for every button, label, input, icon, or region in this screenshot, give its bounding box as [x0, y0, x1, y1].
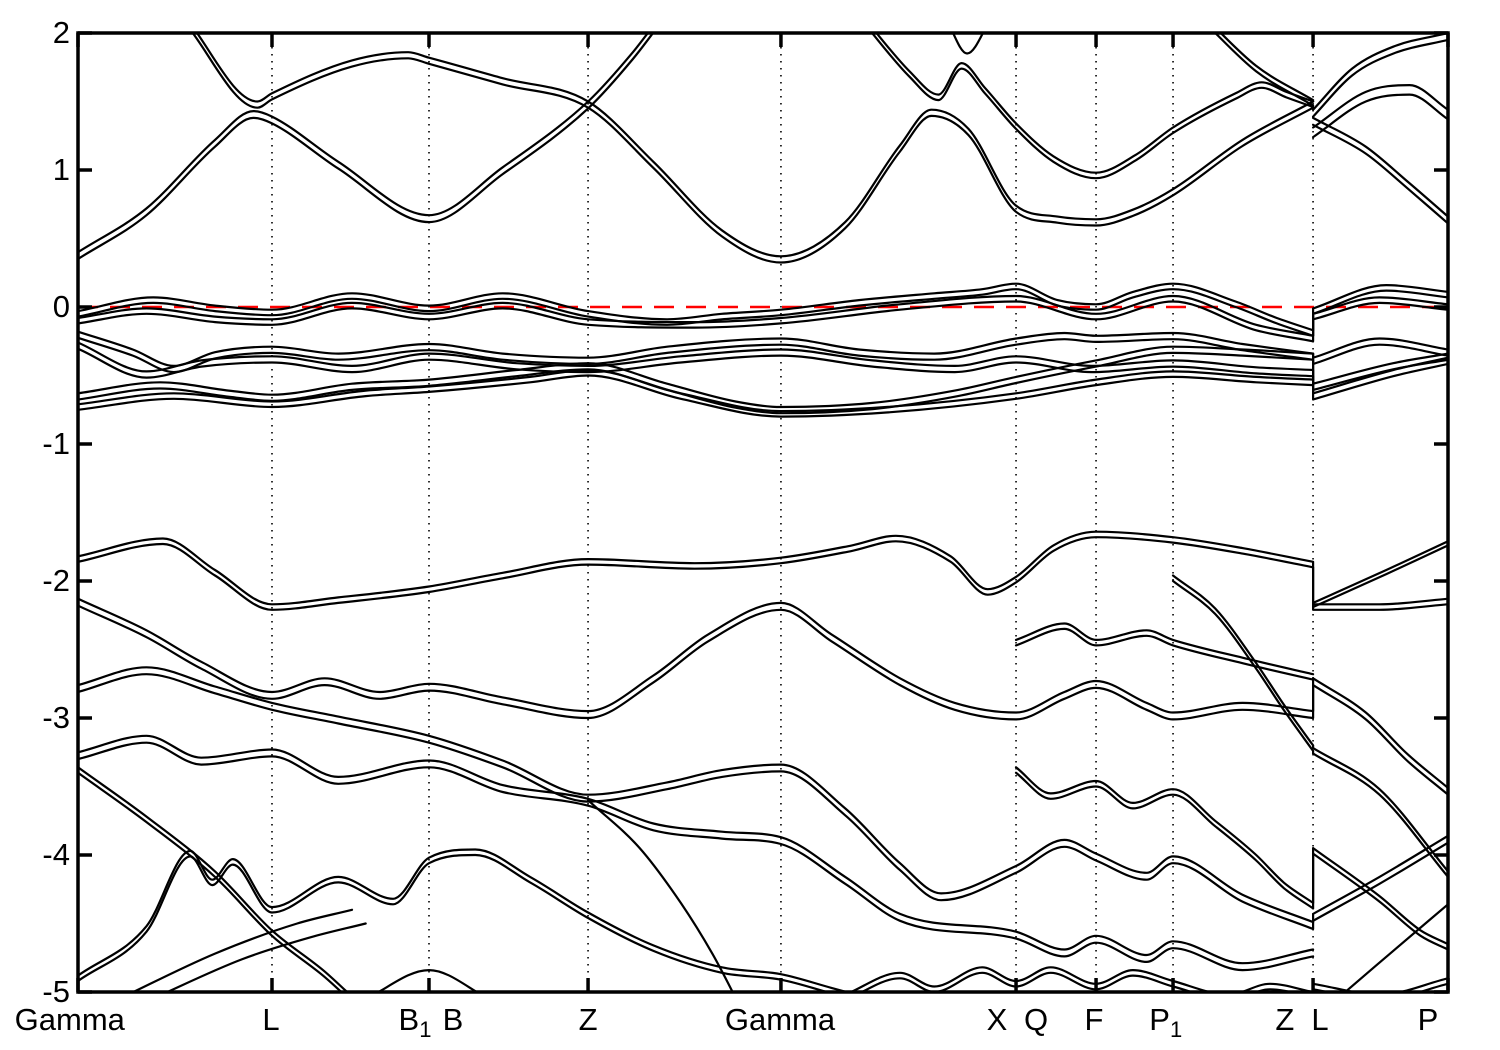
- band-cond-LP-fall: [1312, 123, 1448, 225]
- band-cond-LP-rise: [1312, 38, 1448, 118]
- band-deep-right-shelf: [1014, 622, 1315, 676]
- band-val-low-2: [78, 368, 1315, 413]
- band-deep-4: [78, 734, 1315, 965]
- band-deep-1-LP-rise: [1312, 540, 1448, 604]
- band-cond-mountain: [875, 33, 1315, 174]
- kpoint-label-z: Z: [1275, 1002, 1295, 1037]
- band-cond-top-dip: [951, 33, 985, 55]
- y-tick-label: 1: [52, 152, 70, 187]
- band-cond-main-1: [195, 33, 1315, 258]
- band-bottom-fan-1: [130, 908, 354, 992]
- band-deep-4: [78, 741, 1315, 972]
- band-cond-main-2: [78, 33, 650, 254]
- kpoint-label-z: Z: [578, 1002, 598, 1037]
- band-val-low-2: [78, 374, 1315, 418]
- kpoint-label-b1: B1: [398, 1002, 432, 1043]
- band-deep-right-w: [1014, 771, 1448, 951]
- kpoint-label-x: X: [986, 1002, 1008, 1037]
- band-deep-1-LP-rise: [1312, 544, 1448, 609]
- band-cond-steep-to-ZL: [1213, 33, 1315, 107]
- kpoint-label-l: L: [262, 1002, 280, 1037]
- band-deep-diag-left: [78, 771, 343, 992]
- band-deep-right-shelf: [1014, 627, 1315, 681]
- kpoint-label-gamma: Gamma: [14, 1002, 125, 1037]
- band-cond-main-1: [191, 33, 1315, 264]
- band-bottom-hump-B: [376, 969, 479, 992]
- band-deep-diag-mid: [587, 799, 734, 992]
- band-deep-3: [78, 673, 1448, 931]
- band-deep-mountains: [78, 853, 831, 992]
- band-val-top-2: [78, 300, 1448, 343]
- band-cond-mountain: [870, 33, 1315, 180]
- band-cond-LP-arc: [1312, 93, 1448, 139]
- kpoint-label-b: B: [442, 1002, 464, 1037]
- band-cond-main-2: [78, 33, 655, 261]
- y-tick-label: 2: [52, 15, 70, 50]
- band-deep-3: [78, 666, 1448, 924]
- y-tick-label: 0: [52, 289, 70, 324]
- band-cond-LP-rise: [1312, 33, 1448, 111]
- band-bottom-right-diag: [1343, 903, 1448, 992]
- band-deep-right-descender: [1171, 574, 1448, 873]
- y-tick-label: -5: [42, 974, 70, 1009]
- band-cond-steep-to-ZL: [1219, 33, 1315, 102]
- band-bottom-fan-2: [164, 922, 367, 992]
- band-cond-LP-fall: [1312, 116, 1448, 218]
- band-deep-2: [78, 604, 1448, 796]
- y-tick-label: -3: [42, 700, 70, 735]
- band-val-low-1: [78, 351, 1448, 415]
- plot-frame: [76, 31, 1450, 994]
- kpoint-label-f: F: [1084, 1002, 1104, 1037]
- band-deep-right-descender: [1171, 579, 1448, 878]
- band-deep-1: [78, 530, 1448, 606]
- band-cond-LP-arc: [1312, 84, 1448, 129]
- kpoint-label-p1: P1: [1149, 1002, 1183, 1043]
- kpoint-label-l: L: [1311, 1002, 1329, 1037]
- y-tick-label: -2: [42, 563, 70, 598]
- kpoint-label-q: Q: [1023, 1002, 1049, 1037]
- band-val-top-1: [78, 288, 1448, 337]
- y-tick-label: -1: [42, 426, 70, 461]
- kpoint-label-p: P: [1417, 1002, 1439, 1037]
- kpoint-label-gamma: Gamma: [724, 1002, 836, 1037]
- y-tick-label: -4: [42, 837, 70, 872]
- band-deep-diag-left: [78, 766, 349, 992]
- band-deep-mountains: [78, 848, 851, 992]
